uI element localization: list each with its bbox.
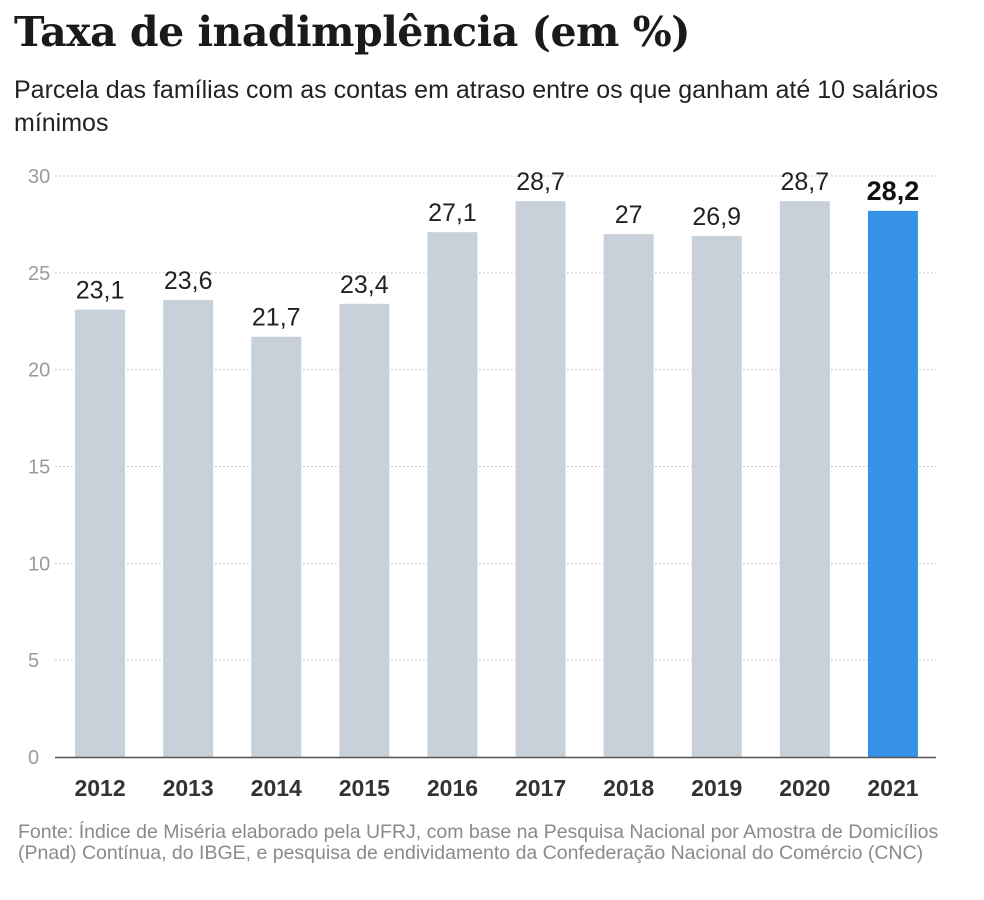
y-tick-label: 25 — [28, 263, 50, 285]
data-label: 23,1 — [76, 277, 125, 305]
bar-highlight — [867, 210, 918, 758]
gridlines — [55, 175, 936, 661]
y-axis-ticks: 0 5 10 15 20 25 30 — [28, 166, 50, 769]
bar — [339, 303, 390, 757]
x-tick-label: 2018 — [603, 775, 654, 801]
data-label: 28,2 — [867, 176, 920, 206]
bar — [779, 201, 830, 758]
chart-subtitle: Parcela das famílias com as contas em at… — [14, 76, 939, 137]
x-tick-label: 2019 — [691, 775, 742, 801]
x-tick-label: 2016 — [427, 775, 478, 801]
chart-title: Taxa de inadimplência (em %) — [14, 8, 691, 56]
data-label: 28,7 — [516, 168, 565, 196]
data-label: 27,1 — [428, 199, 477, 227]
x-tick-label: 2013 — [163, 775, 214, 801]
data-label: 23,6 — [164, 267, 213, 295]
y-tick-label: 10 — [28, 553, 50, 575]
y-tick-label: 20 — [28, 360, 50, 382]
bar — [75, 309, 126, 757]
x-tick-label: 2017 — [515, 775, 566, 801]
data-label: 27 — [615, 201, 643, 229]
bar — [427, 232, 478, 757]
bar — [251, 336, 302, 757]
x-axis-ticks: 2012 2013 2014 2015 2016 2017 2018 2019 2020 2021 — [74, 775, 918, 801]
value-labels: 23,1 23,6 21,7 23,4 27,1 28,7 27 26,9 28,7 28,2 — [76, 168, 920, 332]
bar — [603, 234, 654, 758]
y-tick-label: 30 — [28, 166, 50, 188]
bar — [691, 236, 742, 757]
x-tick-label: 2020 — [779, 775, 830, 801]
bar — [163, 299, 214, 757]
x-tick-label: 2014 — [251, 775, 302, 801]
y-tick-label: 5 — [28, 650, 39, 672]
y-tick-label: 0 — [28, 747, 39, 769]
source-note: Fonte: Índice de Miséria elaborado pela … — [18, 821, 939, 864]
bars — [75, 201, 918, 758]
data-label: 21,7 — [252, 304, 301, 332]
x-tick-label: 2021 — [867, 775, 918, 801]
data-label: 23,4 — [340, 271, 389, 299]
data-label: 28,7 — [781, 168, 830, 196]
x-tick-label: 2012 — [74, 775, 125, 801]
x-tick-label: 2015 — [339, 775, 390, 801]
data-label: 26,9 — [692, 203, 741, 231]
bar — [515, 201, 566, 758]
y-tick-label: 15 — [28, 457, 50, 479]
